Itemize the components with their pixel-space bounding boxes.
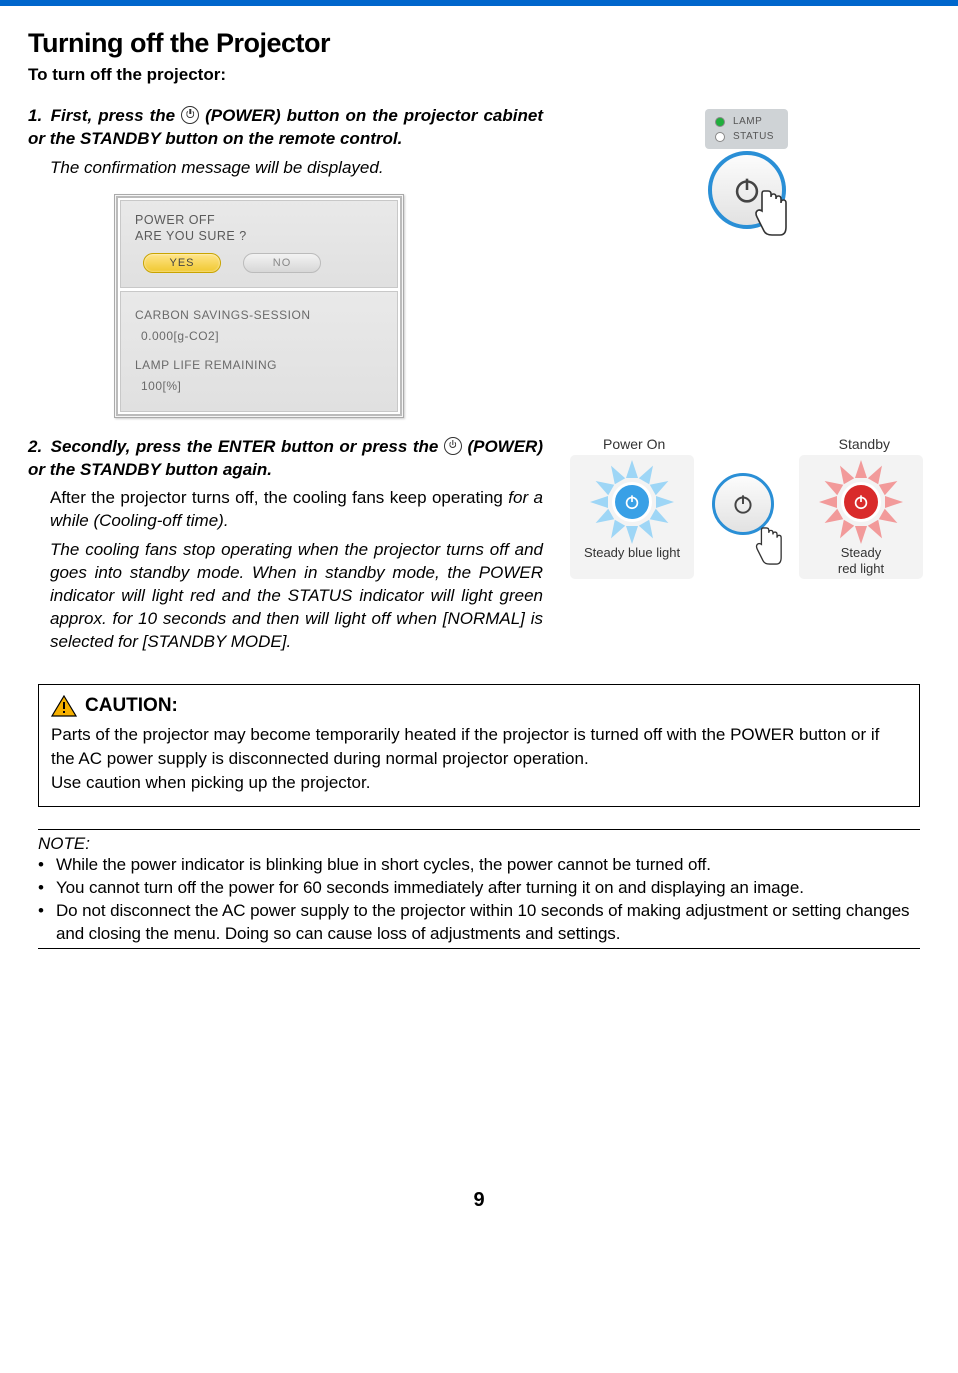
- dialog-line2: ARE YOU SURE ?: [135, 229, 383, 243]
- subtitle: To turn off the projector:: [28, 65, 930, 85]
- power-on-caption: Steady blue light: [584, 545, 680, 561]
- standby-card: Steadyred light: [798, 454, 924, 580]
- burst-red-icon: [818, 459, 904, 545]
- step1-heading: 1. First, press the (POWER) button on th…: [28, 105, 543, 151]
- status-indicator-label: STATUS: [733, 131, 774, 142]
- confirmation-dialog: POWER OFF ARE YOU SURE ? YES NO CARBON S…: [114, 194, 404, 418]
- page-title: Turning off the Projector: [28, 28, 930, 59]
- note-heading: NOTE:: [38, 834, 920, 854]
- burst-blue-icon: [589, 459, 675, 545]
- note-item: Do not disconnect the AC power supply to…: [38, 900, 920, 946]
- lamp-label: LAMP LIFE REMAINING: [135, 356, 383, 375]
- caution-box: CAUTION: Parts of the projector may beco…: [38, 684, 920, 807]
- state-labels: Power On Standby: [563, 436, 930, 454]
- power-button-small-illustration: [712, 473, 782, 561]
- step1-right: LAMP STATUS: [563, 105, 930, 426]
- warning-triangle-icon: [51, 695, 77, 717]
- hand-icon: [746, 185, 794, 241]
- yes-button[interactable]: YES: [143, 253, 221, 273]
- power-icon: [444, 437, 462, 455]
- step2-left: 2. Secondly, press the ENTER button or p…: [28, 436, 543, 654]
- page-number: 9: [28, 1189, 930, 1232]
- page-content: Turning off the Projector To turn off th…: [0, 6, 958, 1232]
- caution-title: CAUTION:: [85, 695, 178, 717]
- dialog-bottom-panel: CARBON SAVINGS-SESSION 0.000[g-CO2] LAMP…: [120, 291, 398, 412]
- carbon-label: CARBON SAVINGS-SESSION: [135, 306, 383, 325]
- step1-body: The confirmation message will be display…: [50, 157, 543, 180]
- step2-body1-wrap: After the projector turns off, the cooli…: [50, 487, 543, 533]
- hand-icon: [748, 523, 788, 569]
- step2-text-a: 2. Secondly, press the ENTER button or p…: [28, 437, 444, 456]
- note-item: While the power indicator is blinking bl…: [38, 854, 920, 877]
- power-button-illustration: [708, 151, 786, 229]
- step2-heading: 2. Secondly, press the ENTER button or p…: [28, 436, 543, 482]
- step2-body2: The cooling fans stop operating when the…: [50, 539, 543, 654]
- divider: [38, 829, 920, 830]
- dialog-top-panel: POWER OFF ARE YOU SURE ? YES NO: [120, 200, 398, 288]
- indicator-panel: LAMP STATUS: [705, 109, 788, 149]
- step1-left: 1. First, press the (POWER) button on th…: [28, 105, 543, 426]
- note-block: NOTE: While the power indicator is blink…: [38, 834, 920, 946]
- step2-right: Power On Standby: [563, 436, 930, 654]
- standby-caption-text: Steadyred light: [838, 545, 884, 576]
- standby-caption: Steadyred light: [838, 545, 884, 578]
- divider: [38, 948, 920, 949]
- power-on-label: Power On: [603, 436, 665, 452]
- lamp-value: 100[%]: [141, 377, 383, 396]
- power-on-card: Steady blue light: [569, 454, 695, 580]
- no-button[interactable]: NO: [243, 253, 321, 273]
- power-glyph-icon: [730, 491, 756, 517]
- carbon-value: 0.000[g-CO2]: [141, 327, 383, 346]
- lamp-indicator-icon: [715, 117, 725, 127]
- step1-row: 1. First, press the (POWER) button on th…: [28, 105, 930, 426]
- step1-text-a: 1. First, press the: [28, 106, 181, 125]
- caution-body: Parts of the projector may become tempor…: [51, 723, 907, 794]
- standby-label: Standby: [839, 436, 890, 452]
- step2-row: 2. Secondly, press the ENTER button or p…: [28, 436, 930, 654]
- note-item: You cannot turn off the power for 60 sec…: [38, 877, 920, 900]
- lamp-indicator-label: LAMP: [733, 116, 762, 127]
- power-icon: [181, 106, 199, 124]
- dialog-line1: POWER OFF: [135, 213, 383, 227]
- status-indicator-icon: [715, 132, 725, 142]
- note-list: While the power indicator is blinking bl…: [38, 854, 920, 946]
